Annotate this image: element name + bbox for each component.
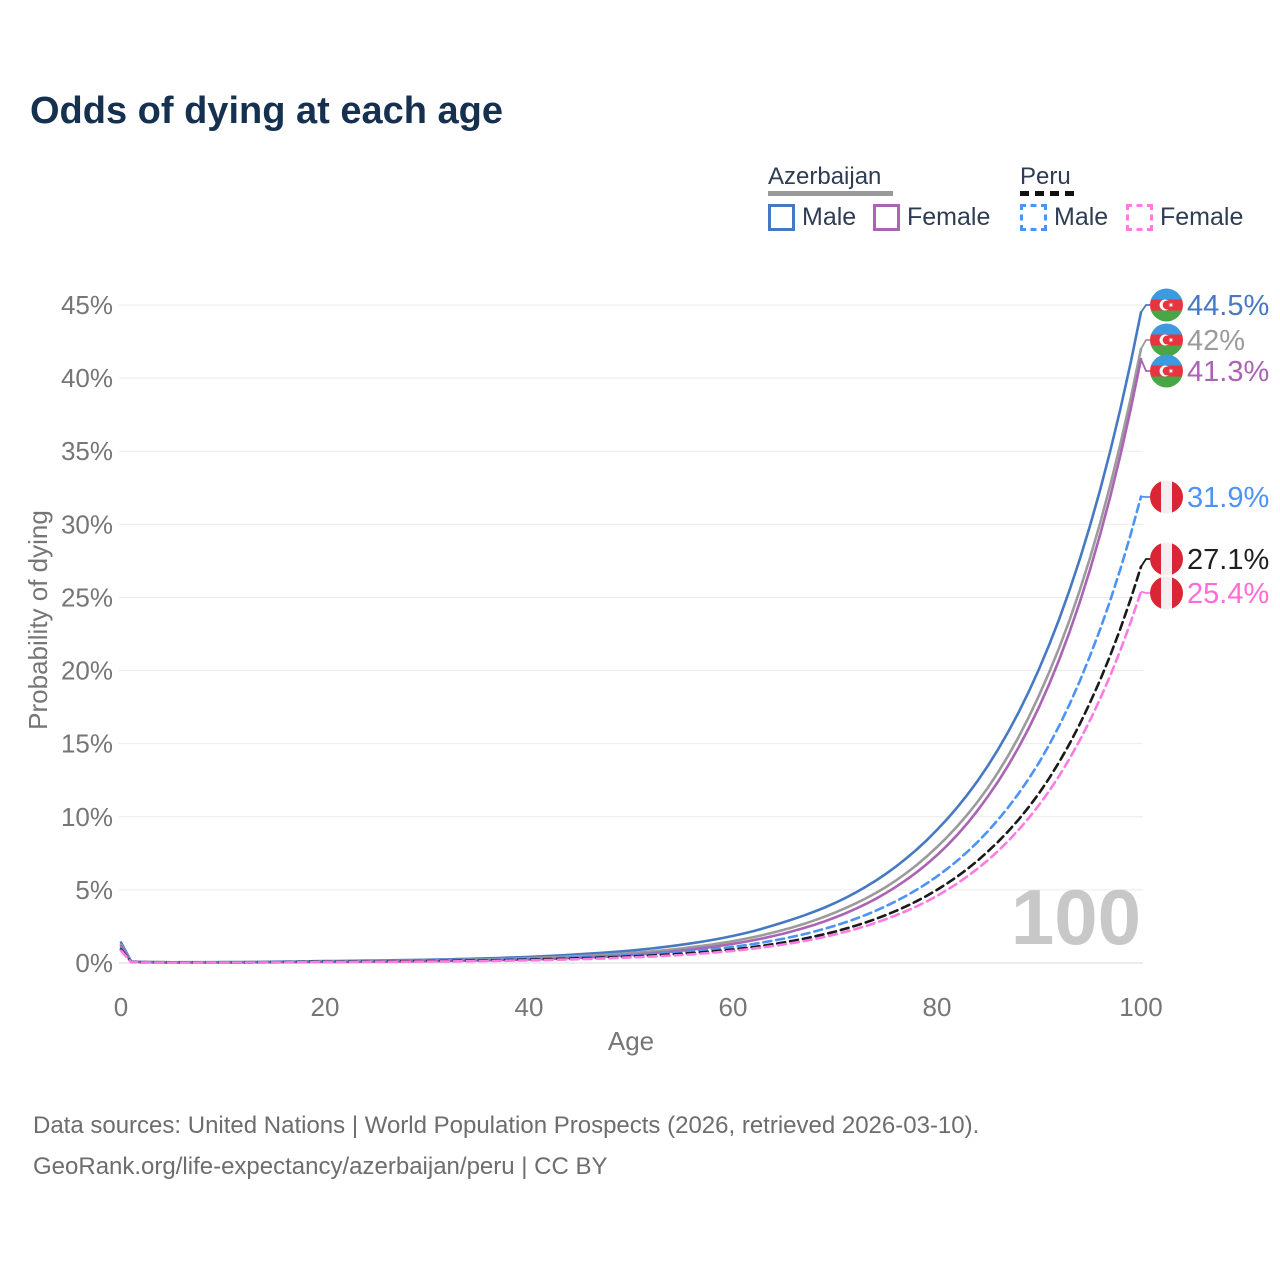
legend-item-azerbaijan-female[interactable]: Female (873, 203, 990, 232)
end-label-value: 44.5% (1187, 290, 1269, 322)
y-tick-label: 5% (75, 875, 113, 905)
x-tick-label: 0 (114, 992, 128, 1022)
legend-item-label: Male (1054, 203, 1109, 231)
y-tick-label: 35% (61, 436, 113, 466)
gridlines: 0% 5% 10% 15% 20% 25% 30% 35% 40% 45% (61, 290, 1143, 978)
legend-country-peru: Peru (1020, 163, 1071, 190)
legend-item-label: Female (1160, 203, 1244, 231)
azerbaijan-flag-icon (1150, 354, 1183, 388)
x-tick-label: 100 (1119, 992, 1162, 1022)
footer: Data sources: United Nations | World Pop… (33, 1105, 979, 1187)
legend-peru-line-sample (1020, 191, 1077, 196)
y-tick-label: 40% (61, 363, 113, 393)
end-label-value: 31.9% (1187, 482, 1269, 514)
y-tick-label: 45% (61, 290, 113, 320)
footer-attribution-line: GeoRank.org/life-expectancy/azerbaijan/p… (33, 1153, 608, 1180)
axis-labels: 0 20 40 60 80 100 Age Probability of dying (23, 510, 1163, 1056)
peru-flag-icon (1150, 576, 1183, 610)
end-label-connector (1140, 339, 1150, 350)
series-line-azerbaijan-male[interactable] (119, 311, 1143, 964)
azerbaijan-female-swatch-icon (873, 204, 900, 231)
series-line-azerbaijan-female[interactable] (119, 357, 1143, 964)
series-curves[interactable] (119, 311, 1143, 964)
legend-item-azerbaijan-male[interactable]: Male (768, 203, 856, 232)
azerbaijan-flag-icon (1150, 288, 1183, 322)
legend-azerbaijan-line-sample (768, 191, 893, 196)
y-tick-label: 10% (61, 802, 113, 832)
end-label-connector (1140, 558, 1150, 568)
y-tick-label: 25% (61, 582, 113, 612)
x-tick-label: 40 (515, 992, 544, 1022)
end-label-value: 27.1% (1187, 544, 1269, 576)
footer-sources-line: Data sources: United Nations | World Pop… (33, 1112, 980, 1139)
y-tick-label: 15% (61, 729, 113, 759)
end-label-value: 42% (1187, 325, 1245, 357)
peru-female-swatch-icon (1126, 204, 1153, 231)
series-line-azerbaijan-both[interactable] (119, 347, 1143, 964)
legend-item-peru-male[interactable]: Male (1020, 203, 1108, 232)
series-line-peru-male[interactable] (119, 495, 1143, 964)
end-label-value: 41.3% (1187, 356, 1269, 388)
x-tick-label: 60 (719, 992, 748, 1022)
peru-flag-icon (1150, 542, 1183, 576)
x-tick-label: 80 (923, 992, 952, 1022)
azerbaijan-flag-icon (1150, 323, 1183, 357)
legend-item-label: Male (802, 203, 857, 231)
y-tick-label: 20% (61, 656, 113, 686)
chart-legend: Azerbaijan Peru Male Female Male Female (0, 0, 1280, 250)
end-labels: 44.5%42%41.3% 31.9% 27.1%25.4% (1140, 288, 1269, 610)
end-label-connector (1140, 590, 1150, 594)
end-label-connector (1140, 304, 1150, 313)
x-axis-title: Age (608, 1026, 654, 1056)
legend-item-label: Female (907, 203, 991, 231)
peru-male-swatch-icon (1020, 204, 1047, 231)
y-axis-title: Probability of dying (23, 510, 53, 730)
end-label-value: 25.4% (1187, 578, 1269, 610)
azerbaijan-male-swatch-icon (768, 204, 795, 231)
x-tick-label: 20 (311, 992, 340, 1022)
legend-country-azerbaijan: Azerbaijan (768, 163, 882, 190)
y-tick-label: 0% (75, 948, 113, 978)
age-watermark: 100 (1010, 873, 1141, 961)
series-line-peru-female[interactable] (119, 590, 1143, 964)
peru-flag-icon (1150, 480, 1183, 514)
y-tick-label: 30% (61, 509, 113, 539)
end-label-connector (1140, 358, 1150, 372)
page-title: Odds of dying at each age (30, 90, 503, 132)
legend-item-peru-female[interactable]: Female (1126, 203, 1243, 232)
